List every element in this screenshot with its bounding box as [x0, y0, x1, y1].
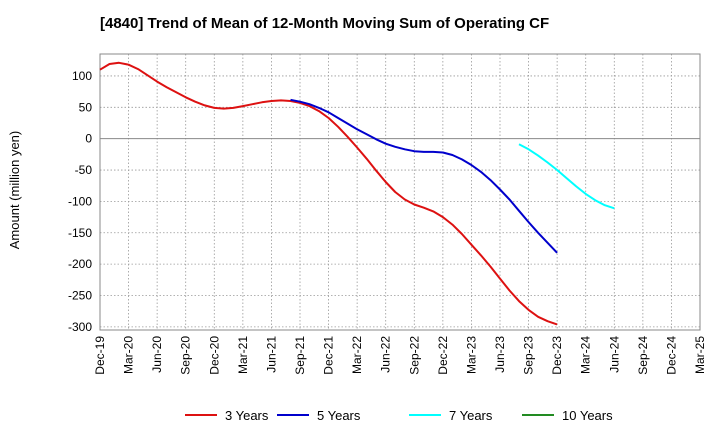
- legend: 3 Years 5 Years 7 Years 10 Years: [185, 408, 613, 423]
- chart-title: [4840] Trend of Mean of 12-Month Moving …: [100, 15, 549, 32]
- x-tick-label: Sep-23: [522, 336, 536, 375]
- x-tick-labels: Dec-19 Mar-20 Jun-20 Sep-20 Dec-20 Mar-21 Jun-…: [93, 336, 707, 375]
- x-tick-label: Mar-22: [350, 336, 364, 374]
- y-tick-label: -300: [68, 320, 92, 334]
- x-tick-label: Dec-23: [550, 336, 564, 375]
- x-tick-label: Dec-19: [93, 336, 107, 375]
- x-tick-label: Dec-21: [322, 336, 336, 375]
- y-tick-labels: 100 50 0 -50 -100 -150 -200 -250 -300: [68, 69, 92, 334]
- series-line-3-years: [99, 61, 558, 326]
- legend-label: 7 Years: [449, 408, 493, 423]
- x-tick-label: Jun-24: [607, 336, 621, 373]
- x-tick-label: Jun-21: [264, 336, 278, 373]
- y-tick-label: 100: [72, 69, 92, 83]
- legend-label: 3 Years: [225, 408, 269, 423]
- x-tick-label: Mar-25: [693, 336, 707, 374]
- y-tick-label: 0: [85, 132, 92, 146]
- x-tick-label: Sep-20: [179, 336, 193, 375]
- series-line-7-years: [518, 143, 615, 210]
- x-tick-label: Mar-21: [236, 336, 250, 374]
- y-tick-label: 50: [79, 100, 93, 114]
- x-tick-label: Dec-24: [664, 336, 678, 375]
- legend-label: 10 Years: [562, 408, 613, 423]
- legend-label: 5 Years: [317, 408, 361, 423]
- x-tick-label: Mar-23: [464, 336, 478, 374]
- x-tick-label: Sep-22: [407, 336, 421, 375]
- x-tick-label: Jun-22: [379, 336, 393, 373]
- y-tick-label: -50: [75, 163, 93, 177]
- x-tick-label: Sep-24: [636, 336, 650, 375]
- y-tick-label: -250: [68, 289, 92, 303]
- series-lines: [99, 61, 615, 326]
- series-line-5-years: [290, 98, 558, 254]
- x-tick-label: Sep-21: [293, 336, 307, 375]
- x-tick-label: Dec-20: [207, 336, 221, 375]
- y-axis-label: Amount (million yen): [7, 131, 22, 250]
- plot-frame: [99, 53, 701, 331]
- y-tick-label: -150: [68, 226, 92, 240]
- x-tick-label: Mar-20: [122, 336, 136, 374]
- x-tick-label: Jun-23: [493, 336, 507, 373]
- y-tick-label: -200: [68, 257, 92, 271]
- x-tick-label: Mar-24: [579, 336, 593, 374]
- y-tick-label: -100: [68, 194, 92, 208]
- grid: [100, 54, 700, 330]
- x-tick-label: Jun-20: [150, 336, 164, 373]
- x-tick-label: Dec-22: [436, 336, 450, 375]
